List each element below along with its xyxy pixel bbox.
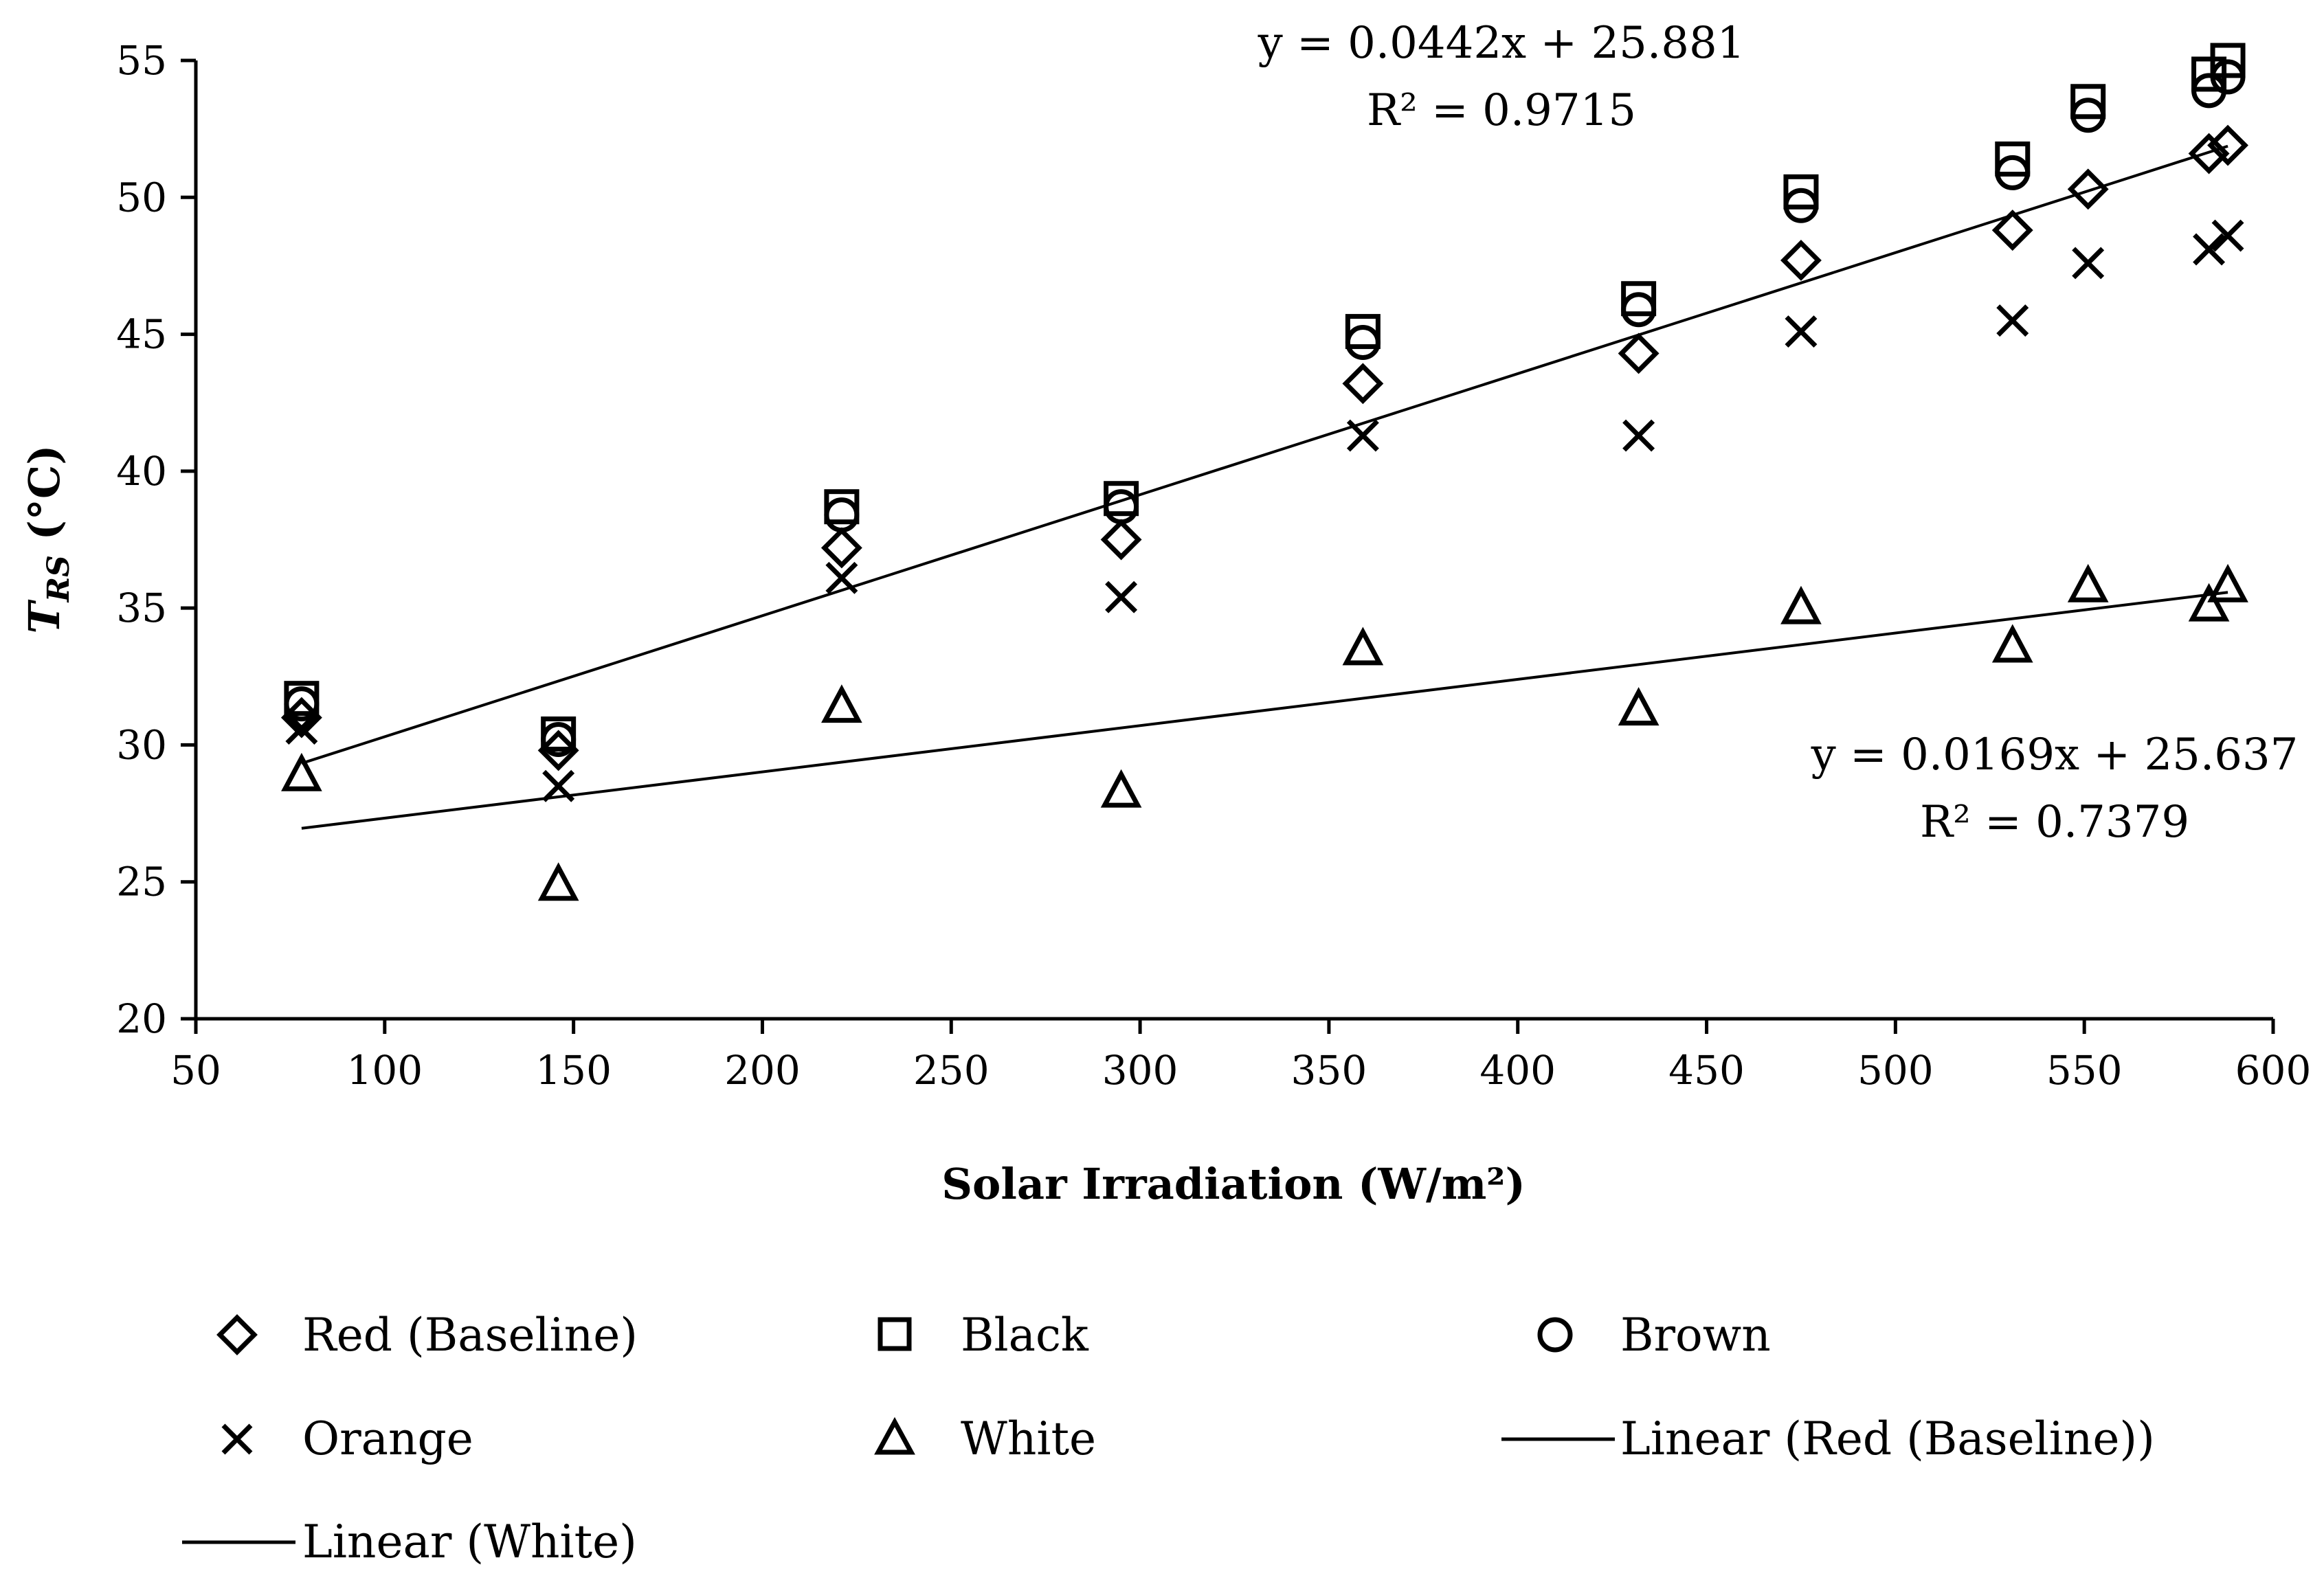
point-black bbox=[1783, 174, 1819, 210]
point-brown bbox=[824, 497, 860, 533]
point-brown bbox=[1783, 188, 1819, 223]
legend-label: Black bbox=[961, 1309, 1089, 1362]
point-orange bbox=[1785, 315, 1818, 348]
legend-label: Brown bbox=[1620, 1309, 1771, 1362]
x-tick-label: 300 bbox=[1102, 1047, 1178, 1094]
x-tick-label: 400 bbox=[1479, 1047, 1556, 1094]
x-tick-label: 150 bbox=[535, 1047, 612, 1094]
point-black bbox=[1995, 141, 2031, 177]
x-tick-label: 450 bbox=[1668, 1047, 1745, 1094]
legend-label: Linear (White) bbox=[302, 1515, 637, 1568]
point-brown bbox=[1621, 292, 1657, 328]
point-red-baseline bbox=[1342, 363, 1384, 405]
point-black bbox=[2210, 43, 2246, 78]
legend-circle-icon bbox=[1537, 1317, 1573, 1353]
point-black bbox=[1345, 314, 1381, 350]
point-orange bbox=[1622, 419, 1655, 452]
x-tick-label: 350 bbox=[1291, 1047, 1367, 1094]
legend: Red (Baseline) Black Brown Orange White … bbox=[182, 1309, 2155, 1568]
point-orange bbox=[2193, 233, 2226, 266]
trendline-red-equation: y = 0.0442x + 25.881 bbox=[1258, 18, 1745, 69]
point-brown bbox=[2070, 98, 2106, 133]
point-brown bbox=[541, 721, 577, 757]
point-white bbox=[2207, 563, 2248, 602]
legend-item-brown: Brown bbox=[1537, 1309, 1771, 1362]
y-tick-label: 20 bbox=[116, 995, 167, 1042]
point-white bbox=[1342, 627, 1384, 666]
point-brown bbox=[1104, 489, 1139, 525]
legend-item-black: Black bbox=[878, 1309, 1089, 1362]
y-tick-label: 50 bbox=[116, 174, 167, 221]
point-orange bbox=[2211, 219, 2244, 252]
point-white bbox=[281, 752, 322, 791]
point-white bbox=[2067, 563, 2109, 602]
trendline-white-equation: y = 0.0169x + 25.637 bbox=[1811, 730, 2299, 780]
point-brown bbox=[2210, 59, 2246, 95]
point-white bbox=[537, 862, 579, 901]
x-tick-label: 200 bbox=[724, 1047, 801, 1094]
legend-label: White bbox=[961, 1412, 1096, 1465]
point-red-baseline bbox=[1618, 332, 1660, 374]
point-white bbox=[821, 684, 862, 723]
legend-diamond-icon bbox=[216, 1314, 258, 1355]
y-tick-label: 45 bbox=[116, 311, 167, 358]
legend-item-linear-white: Linear (White) bbox=[182, 1515, 637, 1568]
legend-triangle-icon bbox=[874, 1417, 915, 1455]
point-brown bbox=[284, 686, 320, 722]
y-tick-label: 40 bbox=[116, 448, 167, 495]
y-tick-label: 35 bbox=[116, 585, 167, 631]
y-axis-title: TRS (°C) bbox=[19, 444, 76, 633]
point-brown bbox=[1345, 325, 1381, 361]
point-black bbox=[2070, 84, 2106, 120]
point-red-baseline bbox=[820, 527, 862, 569]
point-white bbox=[1618, 687, 1660, 726]
point-white bbox=[2188, 583, 2230, 622]
legend-label: Orange bbox=[302, 1412, 473, 1465]
point-orange bbox=[825, 561, 858, 594]
point-red-baseline bbox=[1991, 210, 2033, 251]
trendline-1 bbox=[301, 591, 2228, 830]
point-orange bbox=[1346, 419, 1379, 452]
x-tick-label: 500 bbox=[1857, 1047, 1934, 1094]
legend-x-icon bbox=[221, 1423, 253, 1455]
x-tick-label: 550 bbox=[2046, 1047, 2123, 1094]
point-orange bbox=[2072, 247, 2105, 280]
trendline-red-r2: R² = 0.9715 bbox=[1367, 85, 1636, 136]
point-red-baseline bbox=[2207, 124, 2248, 166]
y-tick-label: 55 bbox=[116, 37, 167, 84]
trendline-white-r2: R² = 0.7379 bbox=[1920, 797, 2189, 848]
x-axis-title: Solar Irradiation (W/m²) bbox=[941, 1159, 1526, 1209]
point-white bbox=[1780, 585, 1822, 624]
legend-label: Red (Baseline) bbox=[302, 1309, 638, 1362]
point-orange bbox=[1996, 304, 2029, 337]
point-orange bbox=[285, 712, 318, 745]
point-orange bbox=[542, 769, 575, 802]
legend-item-white: White bbox=[874, 1412, 1096, 1465]
legend-item-orange: Orange bbox=[221, 1412, 473, 1465]
legend-label: Linear (Red (Baseline)) bbox=[1620, 1412, 2155, 1465]
legend-square-icon bbox=[878, 1317, 912, 1351]
x-tick-label: 600 bbox=[2235, 1047, 2312, 1094]
point-orange bbox=[1105, 580, 1138, 613]
point-black bbox=[1621, 281, 1657, 317]
point-red-baseline bbox=[2067, 168, 2109, 210]
point-red-baseline bbox=[1780, 240, 1822, 281]
legend-item-red-baseline: Red (Baseline) bbox=[216, 1309, 638, 1362]
legend-item-linear-red: Linear (Red (Baseline)) bbox=[1501, 1412, 2155, 1465]
point-white bbox=[1991, 624, 2033, 663]
y-tick-label: 30 bbox=[116, 721, 167, 768]
point-red-baseline bbox=[537, 730, 579, 771]
point-brown bbox=[1995, 155, 2031, 190]
trendline-0 bbox=[301, 144, 2228, 765]
y-tick-label: 25 bbox=[116, 859, 167, 905]
point-red-baseline bbox=[1100, 519, 1142, 561]
x-tick-label: 50 bbox=[170, 1047, 221, 1094]
x-tick-label: 100 bbox=[346, 1047, 423, 1094]
x-tick-label: 250 bbox=[913, 1047, 990, 1094]
point-white bbox=[1100, 769, 1142, 808]
point-red-baseline bbox=[2188, 133, 2230, 174]
